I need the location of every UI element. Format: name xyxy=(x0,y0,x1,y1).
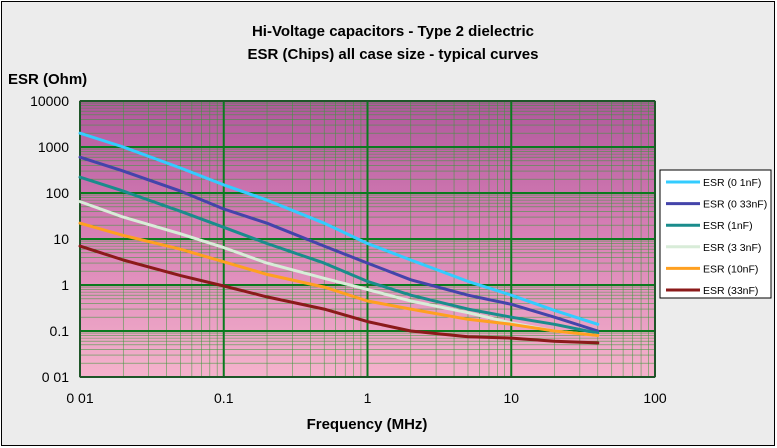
series-lines xyxy=(78,131,600,345)
series-line xyxy=(78,131,600,326)
series-line xyxy=(78,221,600,337)
legend-label: ESR (0 1nF) xyxy=(703,177,761,189)
y-tick-label: 0.1 xyxy=(50,323,70,339)
legend-label: ESR (3 3nF) xyxy=(703,242,761,254)
x-tick-label: 0 01 xyxy=(66,390,93,406)
x-tick-label: 10 xyxy=(503,390,519,406)
x-tick-labels: 0 01 0.1 1 10 100 xyxy=(66,390,667,406)
x-axis-label: Frequency (MHz) xyxy=(307,416,428,433)
series-line xyxy=(78,244,600,345)
legend-box xyxy=(659,169,772,299)
y-tick-label: 10000 xyxy=(30,93,69,109)
y-tick-label: 1000 xyxy=(38,139,69,155)
plot-border xyxy=(79,100,656,378)
x-tick-label: 100 xyxy=(643,390,667,406)
y-tick-label: 10 xyxy=(53,231,69,247)
legend-label: ESR (33nF) xyxy=(703,285,758,297)
series-line xyxy=(78,175,600,335)
x-tick-label: 1 xyxy=(364,390,372,406)
y-tick-label: 100 xyxy=(46,185,70,201)
legend-label: ESR (1nF) xyxy=(703,220,753,232)
legend: ESR (0 1nF) ESR (0 33nF) ESR (1nF) ESR (3 3… xyxy=(666,177,767,297)
y-tick-label: 1 xyxy=(61,277,69,293)
y-axis-label: ESR (Ohm) xyxy=(8,71,87,88)
legend-label: ESR (0 33nF) xyxy=(703,199,767,211)
y-tick-label: 0 01 xyxy=(42,369,69,385)
chart-subtitle: ESR (Chips) all case size - typical curv… xyxy=(248,46,539,63)
x-tick-label: 0.1 xyxy=(214,390,234,406)
series-line xyxy=(78,155,600,333)
y-tick-labels: 10000 1000 100 10 1 0.1 0 01 xyxy=(30,93,69,385)
legend-label: ESR (10nF) xyxy=(703,263,758,275)
chart-title: Hi-Voltage capacitors - Type 2 dielectri… xyxy=(252,23,534,40)
